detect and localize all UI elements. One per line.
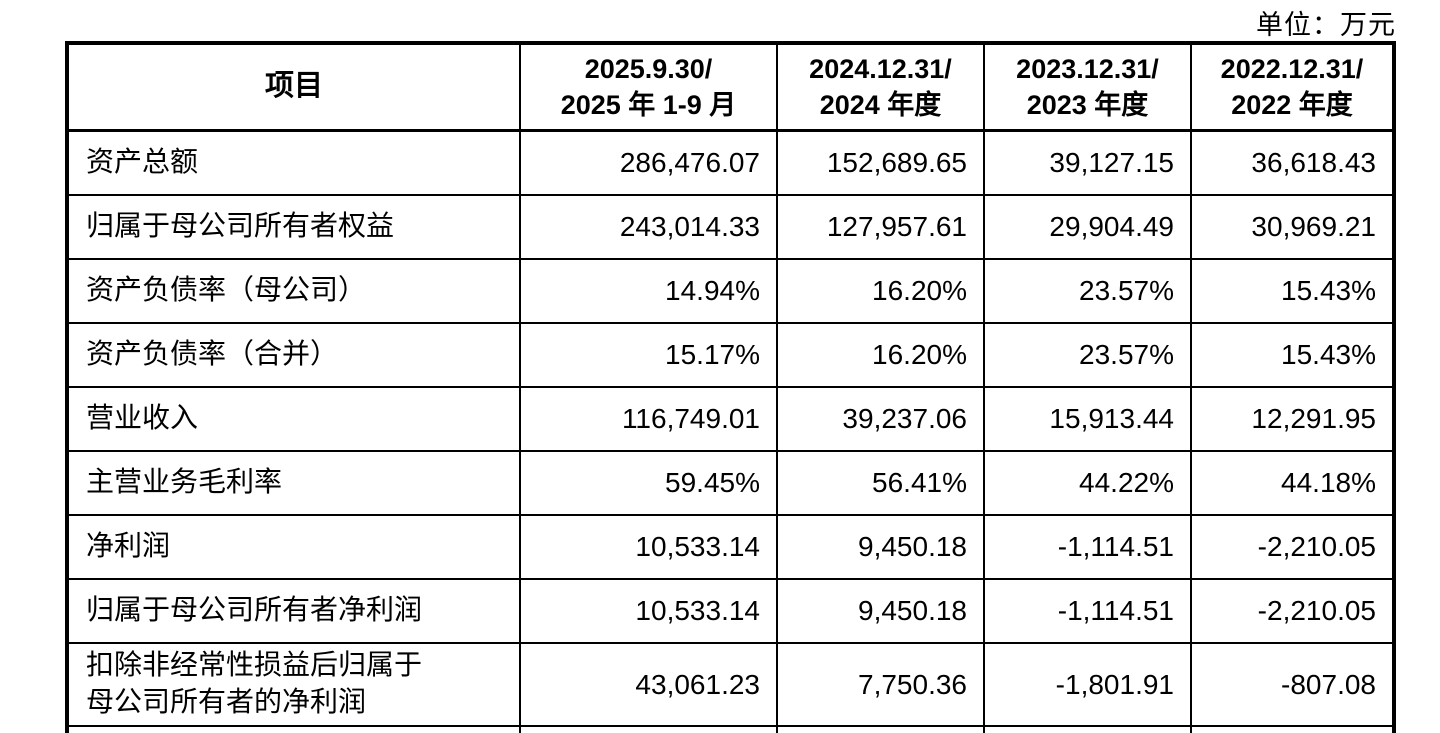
- row-label: 资产负债率（母公司）: [69, 260, 521, 324]
- table-row: 净利润 10,533.14 9,450.18 -1,114.51 -2,210.…: [69, 516, 1392, 580]
- cell-value: 30,969.21: [1192, 196, 1392, 260]
- cell-value: 9,450.18: [778, 516, 985, 580]
- table-row: 扣除非经常性损益后归属于 母公司所有者的净利润 43,061.23 7,750.…: [69, 644, 1392, 727]
- cell-value: 59.45%: [521, 452, 778, 516]
- cell-value: -2,210.05: [1192, 516, 1392, 580]
- cell-value: 9,450.18: [778, 580, 985, 644]
- table-row: 归属于母公司所有者权益 243,014.33 127,957.61 29,904…: [69, 196, 1392, 260]
- row-label: 资产负债率（合并）: [69, 324, 521, 388]
- cell-value: 12,291.95: [1192, 388, 1392, 452]
- cell-value: 39,237.06: [778, 388, 985, 452]
- column-header-2024: 2024.12.31/ 2024 年度: [778, 45, 985, 132]
- row-label: 净利润: [69, 516, 521, 580]
- cell-value: 23.57%: [985, 324, 1192, 388]
- column-header-item: 项目: [69, 45, 521, 132]
- row-label: 主营业务毛利率: [69, 452, 521, 516]
- cell-value: 44.22%: [985, 452, 1192, 516]
- cell-value: 15,913.44: [985, 388, 1192, 452]
- cell-value: 10,533.14: [521, 580, 778, 644]
- cell-value: -1,801.91: [985, 644, 1192, 727]
- partial-cell: [69, 727, 521, 733]
- row-label: 归属于母公司所有者净利润: [69, 580, 521, 644]
- cell-value: 56.41%: [778, 452, 985, 516]
- cell-value: 10,533.14: [521, 516, 778, 580]
- unit-caption: 单位：万元: [1256, 10, 1396, 40]
- column-header-2025-date: 2025.9.30/: [584, 53, 713, 84]
- column-header-2023: 2023.12.31/ 2023 年度: [985, 45, 1192, 132]
- table-row: 主营业务毛利率 59.45% 56.41% 44.22% 44.18%: [69, 452, 1392, 516]
- cell-value: 243,014.33: [521, 196, 778, 260]
- cell-value: 16.20%: [778, 260, 985, 324]
- cell-value: 286,476.07: [521, 132, 778, 196]
- cell-value: 152,689.65: [778, 132, 985, 196]
- column-header-2023-period: 2023 年度: [1026, 90, 1149, 120]
- partial-cell: [778, 727, 985, 733]
- cell-value: -1,114.51: [985, 516, 1192, 580]
- column-header-2022-period: 2022 年度: [1231, 90, 1353, 120]
- row-label: 扣除非经常性损益后归属于 母公司所有者的净利润: [69, 644, 521, 727]
- cell-value: 15.43%: [1192, 260, 1392, 324]
- table-row: 资产负债率（母公司） 14.94% 16.20% 23.57% 15.43%: [69, 260, 1392, 324]
- table-header-row: 项目 2025.9.30/ 2025 年 1-9 月 2024.12.31/ 2…: [69, 45, 1392, 132]
- column-header-2022-date: 2022.12.31/: [1220, 53, 1364, 84]
- table-row: 资产总额 286,476.07 152,689.65 39,127.15 36,…: [69, 132, 1392, 196]
- column-header-2022: 2022.12.31/ 2022 年度: [1192, 45, 1392, 132]
- cell-value: 23.57%: [985, 260, 1192, 324]
- cell-value: 116,749.01: [521, 388, 778, 452]
- column-header-2025-period: 2025 年 1-9 月: [560, 90, 737, 120]
- cell-value: -1,114.51: [985, 580, 1192, 644]
- table-row: 营业收入 116,749.01 39,237.06 15,913.44 12,2…: [69, 388, 1392, 452]
- cell-value: 15.43%: [1192, 324, 1392, 388]
- cell-value: 44.18%: [1192, 452, 1392, 516]
- partial-cell: [521, 727, 778, 733]
- cell-value: 36,618.43: [1192, 132, 1392, 196]
- cell-value: 43,061.23: [521, 644, 778, 727]
- row-label: 资产总额: [69, 132, 521, 196]
- column-header-2024-period: 2024 年度: [819, 90, 942, 120]
- table-row: 归属于母公司所有者净利润 10,533.14 9,450.18 -1,114.5…: [69, 580, 1392, 644]
- row-label: 营业收入: [69, 388, 521, 452]
- partial-cell: [985, 727, 1192, 733]
- cell-value: -807.08: [1192, 644, 1392, 727]
- financial-summary-table: 项目 2025.9.30/ 2025 年 1-9 月 2024.12.31/ 2…: [65, 41, 1396, 733]
- partial-cell: [1192, 727, 1392, 733]
- cell-value: 29,904.49: [985, 196, 1192, 260]
- cell-value: 7,750.36: [778, 644, 985, 727]
- table-row: 资产负债率（合并） 15.17% 16.20% 23.57% 15.43%: [69, 324, 1392, 388]
- row-label: 归属于母公司所有者权益: [69, 196, 521, 260]
- cell-value: -2,210.05: [1192, 580, 1392, 644]
- column-header-2024-date: 2024.12.31/: [809, 53, 952, 84]
- partial-next-row: [69, 727, 1392, 733]
- column-header-2025: 2025.9.30/ 2025 年 1-9 月: [521, 45, 778, 132]
- cell-value: 16.20%: [778, 324, 985, 388]
- cell-value: 127,957.61: [778, 196, 985, 260]
- cell-value: 39,127.15: [985, 132, 1192, 196]
- column-header-2023-date: 2023.12.31/: [1016, 53, 1159, 84]
- cell-value: 15.17%: [521, 324, 778, 388]
- cell-value: 14.94%: [521, 260, 778, 324]
